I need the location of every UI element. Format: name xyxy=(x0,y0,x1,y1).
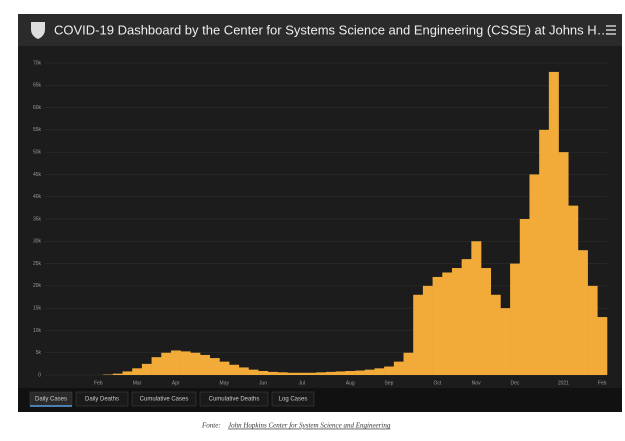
bar xyxy=(268,372,278,375)
x-tick-label: May xyxy=(220,380,230,386)
header-title: COVID-19 Dashboard by the Center for Sys… xyxy=(54,22,610,37)
bar xyxy=(355,371,365,375)
bar xyxy=(210,358,220,375)
x-tick-label: Apr xyxy=(172,380,180,386)
bar xyxy=(287,373,297,375)
bar xyxy=(442,272,452,375)
bar xyxy=(190,353,200,375)
x-tick-label: Sep xyxy=(385,380,394,386)
y-tick-label: 20k xyxy=(33,283,42,289)
bar xyxy=(142,364,152,375)
y-tick-label: 50k xyxy=(33,149,42,155)
y-tick-label: 60k xyxy=(33,105,42,111)
bar xyxy=(559,152,569,375)
y-tick-label: 70k xyxy=(33,60,42,66)
y-tick-label: 65k xyxy=(33,83,42,89)
bar xyxy=(239,367,249,375)
bar xyxy=(568,206,578,375)
x-tick-label: Aug xyxy=(346,380,355,386)
y-tick-label: 15k xyxy=(33,305,42,311)
x-tick-label: Feb xyxy=(94,380,103,386)
bar xyxy=(539,130,549,375)
bar xyxy=(219,362,229,375)
x-tick-label: Mar xyxy=(133,380,142,386)
tab-label[interactable]: Cumulative Deaths xyxy=(209,397,260,403)
bar xyxy=(200,355,210,375)
x-tick-label: Nov xyxy=(472,380,481,386)
bar xyxy=(423,286,433,375)
bar xyxy=(248,370,258,375)
bar xyxy=(433,277,443,375)
bar xyxy=(529,174,539,375)
bar xyxy=(549,72,559,375)
bar xyxy=(471,241,481,375)
tab-label[interactable]: Cumulative Cases xyxy=(140,397,189,403)
bar xyxy=(161,353,171,375)
bar xyxy=(404,353,414,375)
bar xyxy=(171,350,181,375)
y-tick-label: 30k xyxy=(33,239,42,245)
x-tick-label: Jun xyxy=(259,380,267,386)
tab-label[interactable]: Daily Cases xyxy=(35,397,67,403)
bar xyxy=(307,373,317,375)
bar xyxy=(500,308,510,375)
y-tick-label: 35k xyxy=(33,216,42,222)
bar xyxy=(132,368,142,375)
x-tick-label: Feb xyxy=(598,380,607,386)
y-tick-label: 5k xyxy=(36,350,42,356)
bar xyxy=(462,259,472,375)
bar xyxy=(181,351,191,375)
x-tick-label: 2021 xyxy=(558,380,569,386)
x-tick-label: Oct xyxy=(434,380,442,386)
bar xyxy=(597,317,607,375)
y-tick-label: 0 xyxy=(38,372,41,378)
bar xyxy=(123,371,133,375)
bar xyxy=(394,362,404,375)
bar xyxy=(520,219,530,375)
bar xyxy=(278,372,288,375)
bar xyxy=(316,372,326,375)
x-tick-label: Dec xyxy=(510,380,519,386)
y-tick-label: 10k xyxy=(33,328,42,334)
bar xyxy=(374,368,384,375)
bar xyxy=(326,372,336,375)
bar xyxy=(588,286,598,375)
bar xyxy=(336,371,346,375)
bar xyxy=(452,268,462,375)
bar xyxy=(113,374,123,375)
y-tick-label: 45k xyxy=(33,172,42,178)
x-tick-label: Jul xyxy=(299,380,305,386)
bar xyxy=(258,371,268,375)
footer-link[interactable]: John Hopkins Center for System Science a… xyxy=(228,422,391,430)
bar xyxy=(345,371,355,375)
bar xyxy=(413,295,423,375)
bar xyxy=(229,365,239,375)
bar xyxy=(297,373,307,375)
bar xyxy=(491,295,501,375)
y-tick-label: 40k xyxy=(33,194,42,200)
bar xyxy=(384,367,394,375)
footer-prefix: Fonte: xyxy=(201,422,221,430)
tab-label[interactable]: Log Cases xyxy=(279,397,308,403)
bar xyxy=(481,268,491,375)
y-tick-label: 55k xyxy=(33,127,42,133)
bar xyxy=(365,370,375,375)
bar xyxy=(578,250,588,375)
y-tick-label: 25k xyxy=(33,261,42,267)
tab-label[interactable]: Daily Deaths xyxy=(85,397,119,403)
bar xyxy=(510,264,520,375)
bar xyxy=(152,357,162,375)
